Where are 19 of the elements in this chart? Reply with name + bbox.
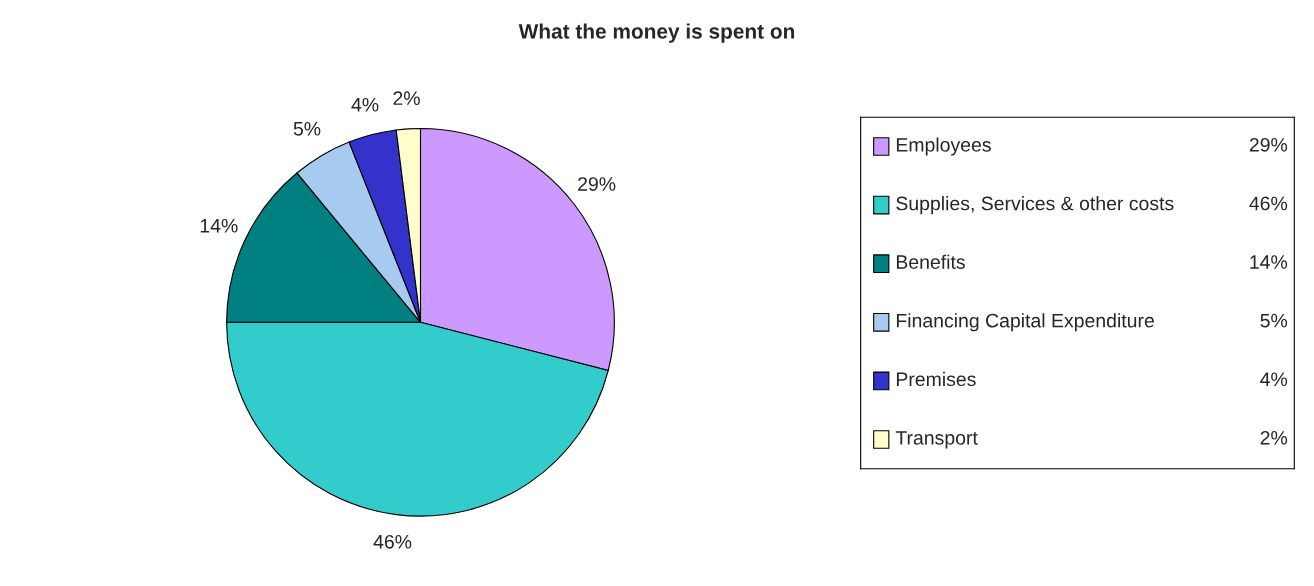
text: 29%: [1249, 137, 1288, 152]
text: 14%: [1250, 255, 1288, 269]
legend-label: Supplies, Services & other costs: [896, 196, 1174, 215]
data-label: 14%: [200, 218, 238, 233]
data-label: 4%: [351, 97, 379, 112]
legend-label: Employees: [896, 137, 991, 156]
data-label: 29%: [578, 177, 616, 191]
data-label: 2%: [393, 91, 420, 105]
data-label: 5%: [293, 121, 321, 136]
text: 4%: [1260, 372, 1288, 387]
data-label: 46%: [373, 534, 412, 549]
legend-label: Financing Capital Expenditure: [896, 313, 1154, 332]
legend-label: Premises: [896, 371, 976, 387]
legend-label: Transport: [895, 431, 978, 449]
text: 5%: [1260, 313, 1288, 328]
text: 2%: [1260, 430, 1288, 445]
legend-label: Benefits: [896, 254, 965, 269]
chart-title: What the money is spent on: [518, 23, 795, 43]
text: 46%: [1249, 196, 1288, 211]
